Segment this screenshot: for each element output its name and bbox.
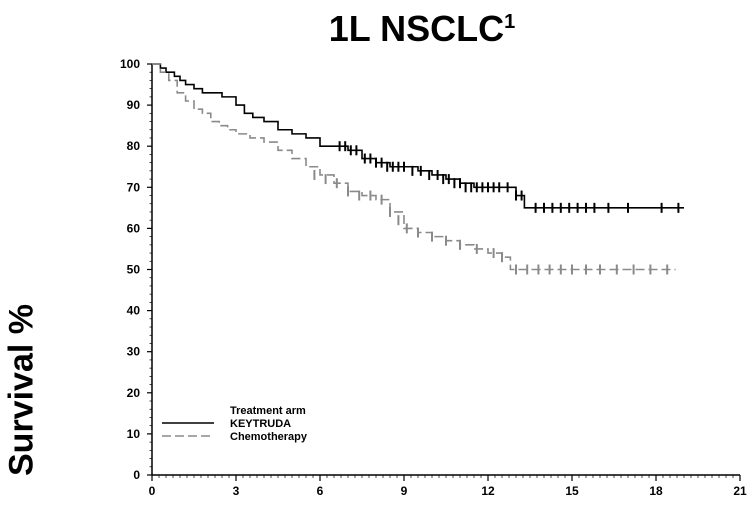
y-tick-label: 50 xyxy=(127,263,141,277)
legend-title: Treatment arm xyxy=(230,405,306,417)
y-tick-label: 70 xyxy=(127,180,141,194)
y-tick-label: 90 xyxy=(127,98,141,112)
axes: 0 10 20 30 40 50 60 70 80 90 100 0 3 6 9 12 15 18 21 xyxy=(120,57,747,498)
y-tick-label: 10 xyxy=(127,427,141,441)
y-tick-label: 0 xyxy=(133,468,140,482)
x-tick-label: 0 xyxy=(149,484,156,498)
legend-entry-chemotherapy: Chemotherapy xyxy=(230,431,308,443)
y-tick-label: 80 xyxy=(127,139,141,153)
y-tick-label: 40 xyxy=(127,304,141,318)
x-tick-label: 3 xyxy=(233,484,240,498)
x-tick-label: 12 xyxy=(481,484,495,498)
x-tick-label: 21 xyxy=(733,484,747,498)
y-tick-label: 60 xyxy=(127,221,141,235)
x-tick-label: 6 xyxy=(317,484,324,498)
x-tick-label: 15 xyxy=(565,484,579,498)
y-tick-label: 20 xyxy=(127,386,141,400)
legend-entry-keytruda: KEYTRUDA xyxy=(230,418,291,430)
y-tick-label: 30 xyxy=(127,345,141,359)
y-tick-label: 100 xyxy=(120,57,140,71)
chart-title: 1L NSCLC1 xyxy=(322,4,522,54)
chart-title-superscript: 1 xyxy=(504,11,516,33)
series-line-chemotherapy xyxy=(152,63,676,271)
x-tick-label: 18 xyxy=(649,484,663,498)
chart-title-text: 1L NSCLC xyxy=(328,8,505,49)
series-line-keytruda xyxy=(152,63,684,209)
series-layer xyxy=(152,63,684,275)
x-tick-label: 9 xyxy=(401,484,408,498)
